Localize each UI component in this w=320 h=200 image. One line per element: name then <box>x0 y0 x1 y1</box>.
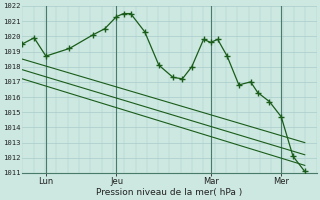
X-axis label: Pression niveau de la mer( hPa ): Pression niveau de la mer( hPa ) <box>96 188 243 197</box>
